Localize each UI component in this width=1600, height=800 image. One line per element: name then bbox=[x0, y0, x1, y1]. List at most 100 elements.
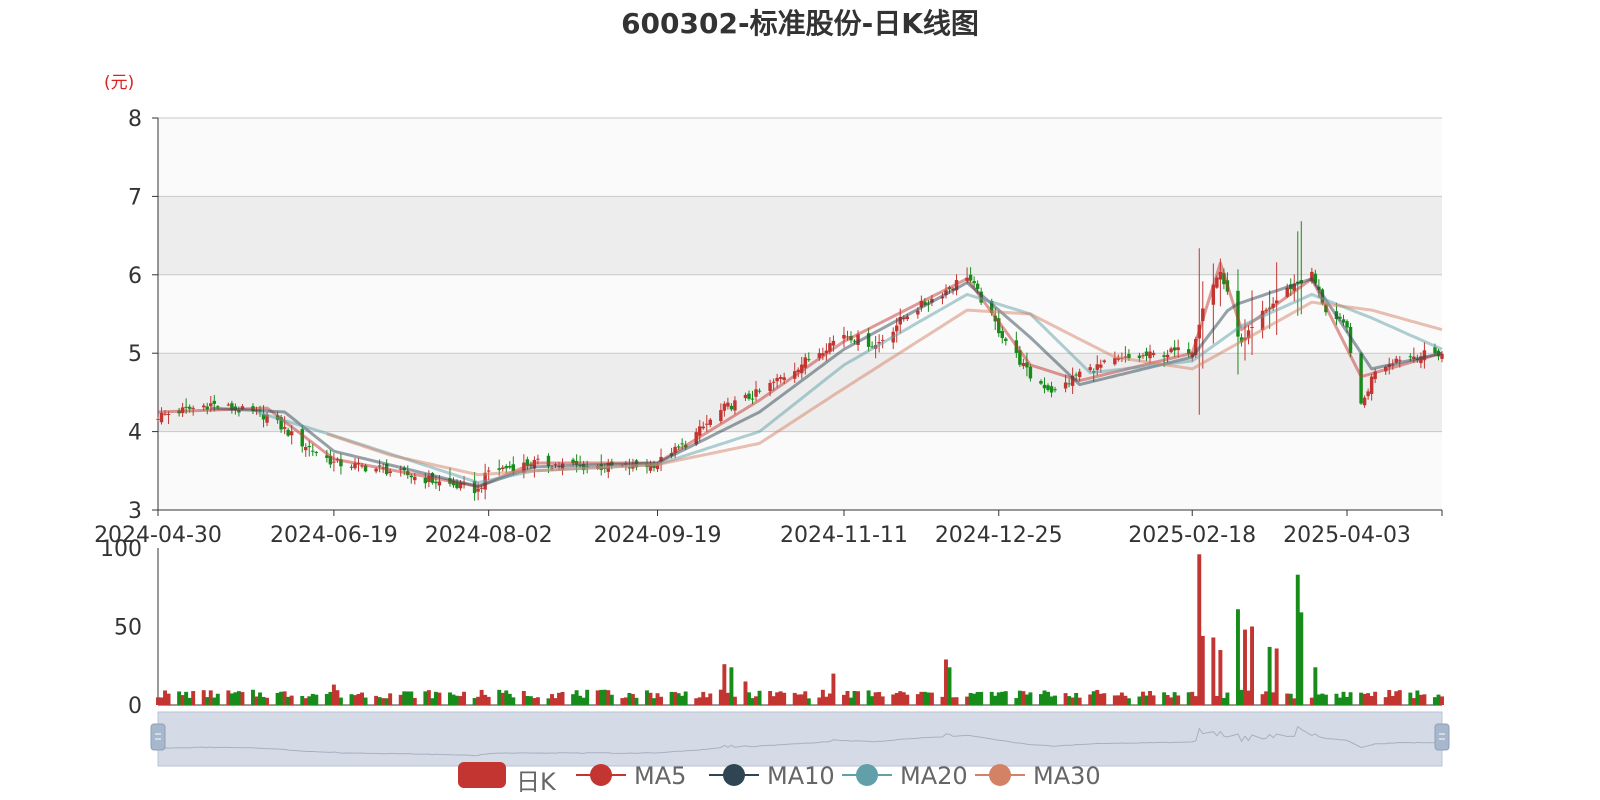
candle-body bbox=[546, 455, 551, 467]
volume-bar bbox=[331, 684, 336, 705]
volume-bar bbox=[1169, 697, 1174, 705]
candle-body bbox=[479, 487, 484, 489]
candle bbox=[708, 417, 713, 428]
candle-body bbox=[458, 482, 463, 489]
volume-bar bbox=[1098, 693, 1103, 705]
candle-body bbox=[187, 406, 192, 409]
candle-body bbox=[803, 357, 807, 368]
candle-body bbox=[701, 426, 705, 429]
candle-body bbox=[676, 446, 681, 448]
ma-line-ma30 bbox=[326, 300, 1443, 477]
volume-bar bbox=[965, 696, 970, 705]
volume-bar bbox=[402, 691, 407, 705]
candle-body bbox=[1144, 351, 1149, 356]
volume-bar bbox=[683, 691, 688, 705]
volume-bar bbox=[511, 697, 516, 705]
candle-body bbox=[807, 359, 811, 361]
candle-body bbox=[476, 488, 480, 492]
candle-body bbox=[184, 406, 188, 408]
volume-bar bbox=[915, 694, 920, 705]
volume-y-tick-label: 100 bbox=[100, 537, 142, 562]
volume-bar bbox=[191, 691, 196, 705]
volume-bar bbox=[609, 694, 614, 705]
volume-bar bbox=[1323, 694, 1328, 705]
candle bbox=[226, 402, 231, 407]
volume-bar bbox=[353, 695, 357, 705]
volume-bar bbox=[775, 692, 780, 705]
volume-bar bbox=[1053, 695, 1058, 705]
candle-body bbox=[1063, 382, 1068, 389]
volume-bar bbox=[585, 689, 590, 705]
candle-body bbox=[1151, 352, 1156, 355]
candle bbox=[1141, 352, 1145, 359]
candle bbox=[1440, 351, 1444, 363]
grid-band bbox=[158, 431, 1442, 510]
volume-bar bbox=[1017, 690, 1022, 705]
candle-body bbox=[895, 325, 899, 332]
volume-bar bbox=[778, 691, 783, 705]
volume-bar bbox=[743, 681, 748, 705]
candle-body bbox=[1362, 397, 1367, 406]
candle-body bbox=[486, 470, 491, 472]
candle-body bbox=[399, 468, 403, 470]
candle-body bbox=[842, 334, 846, 339]
candle bbox=[1246, 325, 1251, 345]
candle-body bbox=[363, 465, 368, 472]
volume-bar bbox=[177, 691, 182, 705]
candle bbox=[972, 276, 976, 287]
candle-body bbox=[332, 461, 336, 463]
volume-bar bbox=[1250, 626, 1254, 705]
datazoom-handle-left[interactable] bbox=[150, 723, 166, 751]
volume-bar bbox=[849, 697, 853, 705]
volume-bar bbox=[286, 696, 291, 705]
candle-body bbox=[328, 456, 333, 465]
volume-bar bbox=[215, 693, 220, 705]
volume-bar bbox=[240, 692, 245, 705]
candle bbox=[339, 453, 343, 475]
candle-body bbox=[1046, 385, 1050, 390]
candle-body bbox=[1042, 384, 1047, 389]
volume-bar bbox=[349, 694, 354, 705]
volume-bar bbox=[595, 690, 600, 705]
volume-bar bbox=[856, 691, 861, 705]
line-legend-icon bbox=[709, 764, 759, 786]
volume-bar bbox=[338, 697, 343, 705]
candle-body bbox=[423, 477, 428, 484]
candle-body bbox=[1095, 364, 1099, 370]
volume-bar bbox=[574, 690, 579, 705]
candle bbox=[1144, 347, 1149, 362]
candle bbox=[1260, 300, 1265, 339]
volume-bar bbox=[1316, 694, 1321, 705]
legend-label: MA20 bbox=[900, 762, 968, 790]
volume-bar bbox=[852, 690, 857, 705]
datazoom-handle-right[interactable] bbox=[1434, 723, 1450, 751]
volume-bar bbox=[975, 692, 980, 705]
candle-body bbox=[916, 310, 920, 315]
volume-bar bbox=[423, 691, 428, 705]
candle bbox=[719, 403, 723, 424]
candle-body bbox=[1165, 354, 1170, 358]
volume-bar bbox=[504, 690, 509, 705]
volume-bar bbox=[1267, 646, 1272, 705]
volume-bar bbox=[356, 693, 361, 705]
volume-bar bbox=[374, 695, 379, 705]
candle-body bbox=[536, 458, 540, 460]
candle-body bbox=[1137, 355, 1142, 359]
volume-bar bbox=[877, 692, 882, 705]
volume-bar bbox=[1295, 574, 1300, 705]
candle-body bbox=[163, 413, 167, 415]
volume-bar bbox=[1024, 694, 1029, 705]
datazoom-preview-line bbox=[157, 725, 1443, 757]
volume-bar bbox=[521, 690, 526, 705]
candle-body bbox=[304, 447, 308, 451]
volume-bar bbox=[1246, 690, 1251, 705]
candle-body bbox=[923, 301, 927, 305]
volume-bar bbox=[236, 691, 241, 705]
volume-bar bbox=[328, 691, 333, 705]
candle-body bbox=[1433, 347, 1437, 354]
ma-line-ma5 bbox=[157, 261, 1443, 488]
candle-body bbox=[427, 476, 431, 483]
candle-body bbox=[434, 481, 438, 484]
candle-body bbox=[353, 463, 357, 469]
